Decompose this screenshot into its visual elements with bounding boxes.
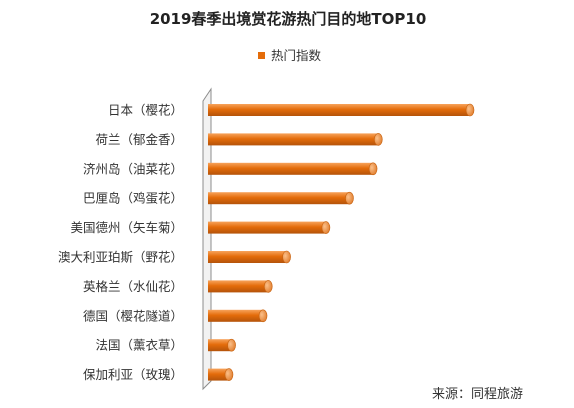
bar-cap (373, 133, 383, 146)
category-label: 澳大利亚珀斯（野花） (58, 250, 183, 265)
category-labels: 日本（樱花） 荷兰（郁金香） 济州岛（油菜花） 巴厘岛（鸡蛋花） 美国德州（矢车菊） 澳大… (58, 103, 183, 383)
bar-cap (368, 162, 378, 176)
bar (208, 250, 291, 264)
bar-cap (465, 103, 475, 117)
bar-body (208, 221, 326, 234)
category-label: 英格兰（水仙花） (83, 279, 183, 294)
bar-cap (345, 191, 354, 205)
bar-body (208, 104, 470, 116)
legend: 热门指数 (258, 48, 322, 63)
bar (208, 191, 354, 205)
bar-body (208, 133, 379, 146)
bar (208, 338, 236, 352)
bar (208, 133, 383, 146)
bar (208, 103, 475, 117)
bar (208, 162, 378, 176)
bar-body (208, 192, 350, 205)
bar-cap (227, 338, 236, 352)
bar-body (208, 251, 287, 263)
source-note: 来源：同程旅游 (432, 387, 523, 402)
bar-body (208, 368, 229, 381)
bar-cap (282, 250, 291, 264)
legend-swatch (258, 52, 265, 59)
category-label: 美国德州（矢车菊） (70, 220, 183, 235)
bar (208, 221, 331, 234)
chart-title: 2019春季出境赏花游热门目的地TOP10 (150, 10, 427, 28)
bars (208, 103, 475, 381)
category-label: 保加利亚（玫瑰） (83, 367, 183, 382)
bar-body (208, 309, 264, 322)
bar-body (208, 280, 269, 293)
category-label: 德国（樱花隧道） (83, 308, 183, 323)
bar-cap (224, 368, 234, 381)
category-label: 法国（薰衣草） (95, 338, 183, 353)
bar-body (208, 339, 232, 352)
bar (208, 280, 273, 293)
category-label: 济州岛（油菜花） (83, 161, 183, 176)
bar (208, 368, 234, 381)
category-label: 日本（樱花） (108, 103, 183, 118)
bar-body (208, 162, 374, 175)
bar-cap (258, 309, 268, 323)
bar-cap (263, 280, 273, 293)
legend-label: 热门指数 (271, 48, 322, 63)
category-label: 荷兰（郁金香） (95, 132, 183, 147)
bar (208, 309, 268, 323)
bar-cap (321, 221, 331, 234)
category-label: 巴厘岛（鸡蛋花） (83, 191, 183, 206)
